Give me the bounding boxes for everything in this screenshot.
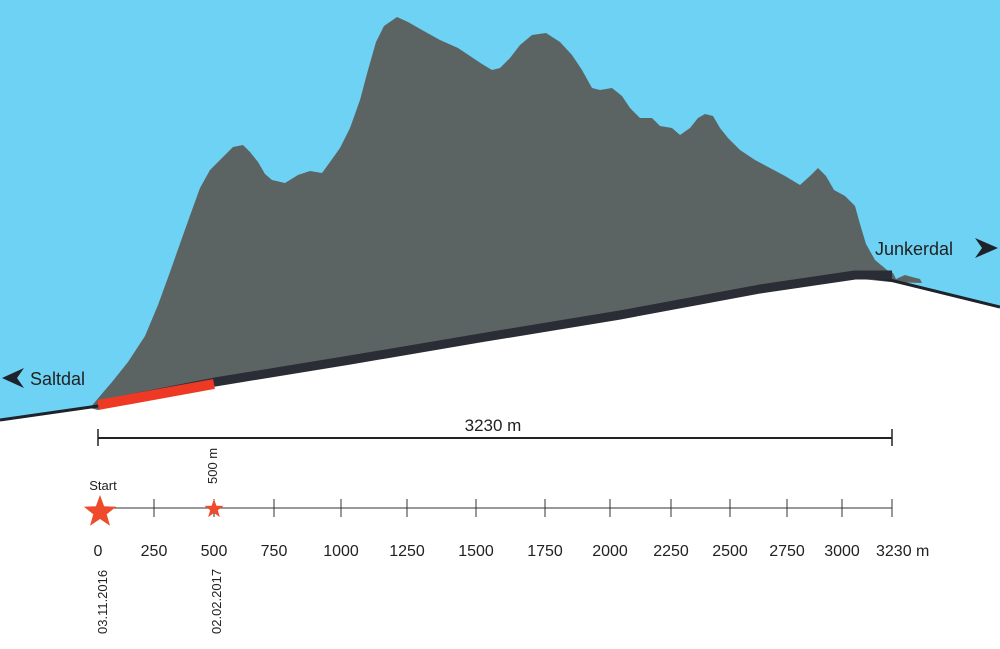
scale-tick-label: 2750 bbox=[769, 543, 805, 560]
start-label: Start bbox=[89, 478, 117, 493]
tunnel bbox=[97, 270, 892, 410]
start-star-icon bbox=[83, 495, 117, 526]
scale-tick-label: 0 bbox=[94, 543, 103, 560]
scale-tick-label: 3230 m bbox=[876, 543, 929, 560]
scale-tick-label: 2500 bbox=[712, 543, 748, 560]
scale-tick-label: 1750 bbox=[527, 543, 563, 560]
excavated-tunnel bbox=[97, 379, 215, 410]
scale-tick-label: 1500 bbox=[458, 543, 494, 560]
scale-tick-label: 1000 bbox=[323, 543, 359, 560]
total-length-label: 3230 m bbox=[465, 416, 522, 435]
scale-tick-label: 2000 bbox=[592, 543, 628, 560]
scale-tick-label: 2250 bbox=[653, 543, 689, 560]
left-destination-label: Saltdal bbox=[30, 369, 85, 389]
right-arrow-icon bbox=[975, 238, 998, 258]
progress-date: 02.02.2017 bbox=[209, 569, 224, 634]
mountain bbox=[90, 17, 922, 410]
scale-tick-label: 3000 bbox=[824, 543, 860, 560]
scale-tick-label: 250 bbox=[141, 543, 168, 560]
progress-scale: 0 250 500 750 1000 1250 1500 1750 2000 2250 2500 27… bbox=[94, 499, 929, 560]
right-destination-label: Junkerdal bbox=[875, 239, 953, 259]
scale-tick-label: 1250 bbox=[389, 543, 425, 560]
left-arrow-icon bbox=[2, 368, 24, 388]
progress-distance-label: 500 m bbox=[205, 448, 220, 484]
progress-star-icon bbox=[204, 499, 224, 518]
scale-tick-label: 750 bbox=[261, 543, 288, 560]
start-date: 03.11.2016 bbox=[95, 570, 110, 634]
scale-tick-label: 500 bbox=[201, 543, 228, 560]
